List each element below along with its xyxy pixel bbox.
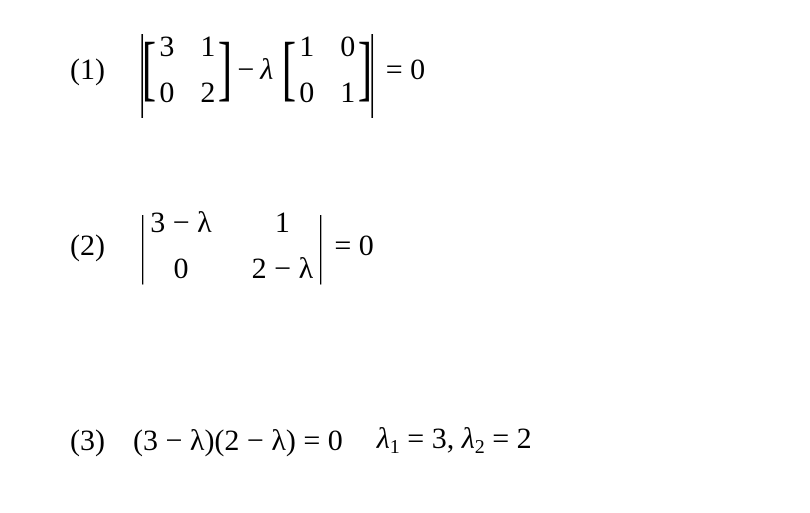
matrix-i-lbracket: [: [282, 32, 296, 104]
cell-i12: 0: [340, 32, 355, 62]
minus-op: −: [237, 55, 254, 85]
lambda1-val: = 3,: [400, 422, 462, 455]
eq1-rhs: = 0: [386, 55, 425, 85]
eq1-label: (1): [70, 55, 105, 85]
cell-d22: 2 − λ: [252, 254, 313, 284]
eq1-body: | [ 3 1 0 2 ] − λ [ 1 0 0 1 ] | = 0: [141, 24, 425, 116]
cell-d12: 1: [252, 208, 313, 238]
eq3-solutions: λ1 = 3, λ2 = 2: [377, 424, 532, 457]
matrix-identity: 1 0 0 1: [299, 32, 355, 108]
abs-right-bar: |: [369, 21, 375, 113]
det-left-bar: |: [140, 205, 145, 281]
eq3-factored: (3 − λ)(2 − λ) = 0: [133, 426, 343, 456]
equation-1: (1) | [ 3 1 0 2 ] − λ [ 1 0 0 1 ] | = 0: [70, 24, 425, 116]
cell-d11: 3 − λ: [150, 208, 211, 238]
cell-i11: 1: [299, 32, 314, 62]
eq2-label: (2): [70, 231, 105, 261]
lambda2-val: = 2: [485, 422, 532, 455]
matrix-a-rbracket: ]: [218, 32, 232, 104]
lambda-scalar: λ: [260, 55, 273, 85]
cell-a22: 2: [200, 78, 215, 108]
det-right-bar: |: [318, 205, 323, 281]
cell-d21: 0: [150, 254, 211, 284]
cell-a11: 3: [159, 32, 174, 62]
lambda1-sub: 1: [390, 436, 400, 458]
matrix-det: 3 − λ 1 0 2 − λ: [150, 208, 313, 284]
eq2-rhs: = 0: [334, 231, 373, 261]
matrix-a: 3 1 0 2: [159, 32, 215, 108]
lambda2-symbol: λ: [462, 422, 475, 455]
matrix-a-lbracket: [: [142, 32, 156, 104]
lambda2-sub: 2: [475, 436, 485, 458]
cell-a21: 0: [159, 78, 174, 108]
equation-2: (2) | 3 − λ 1 0 2 − λ | = 0: [70, 208, 374, 284]
eq3-label: (3): [70, 426, 105, 456]
cell-a12: 1: [200, 32, 215, 62]
lambda1-symbol: λ: [377, 422, 390, 455]
cell-i22: 1: [340, 78, 355, 108]
eq2-body: | 3 − λ 1 0 2 − λ | = 0: [141, 208, 374, 284]
cell-i21: 0: [299, 78, 314, 108]
equation-3: (3) (3 − λ)(2 − λ) = 0 λ1 = 3, λ2 = 2: [70, 424, 532, 457]
